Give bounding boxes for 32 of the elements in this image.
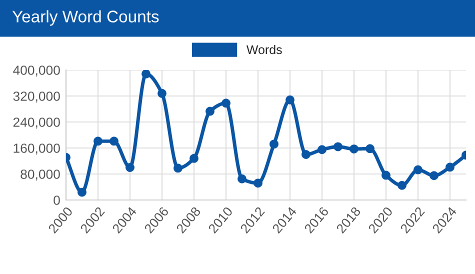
- point: [318, 145, 326, 154]
- point: [366, 144, 374, 154]
- point: [254, 178, 262, 188]
- point: [126, 163, 134, 172]
- point: [206, 106, 214, 116]
- point: [334, 142, 342, 152]
- point: [302, 150, 310, 159]
- y-tick-label: 0: [54, 196, 60, 205]
- point: [190, 154, 198, 163]
- point: [398, 180, 406, 190]
- chart-title: Yearly Word Counts: [12, 10, 159, 26]
- point: [94, 136, 102, 146]
- y-tick-label: 320,000: [13, 92, 60, 102]
- y-tick-label: 400,000: [13, 66, 60, 76]
- point: [286, 95, 294, 104]
- legend-label: Words: [246, 44, 282, 54]
- point: [270, 140, 278, 149]
- y-tick-label: 80,000: [20, 170, 60, 180]
- point: [382, 170, 390, 180]
- y-tick-label: 160,000: [14, 144, 60, 154]
- point: [142, 70, 150, 78]
- point: [222, 98, 230, 108]
- y-tick-label: 240,000: [13, 118, 60, 128]
- point: [174, 164, 182, 173]
- point: [238, 174, 246, 184]
- point: [158, 88, 166, 98]
- point: [430, 171, 438, 180]
- point: [350, 144, 358, 154]
- point: [446, 162, 454, 172]
- point: [414, 165, 422, 174]
- point: [110, 136, 118, 146]
- point: [78, 188, 86, 197]
